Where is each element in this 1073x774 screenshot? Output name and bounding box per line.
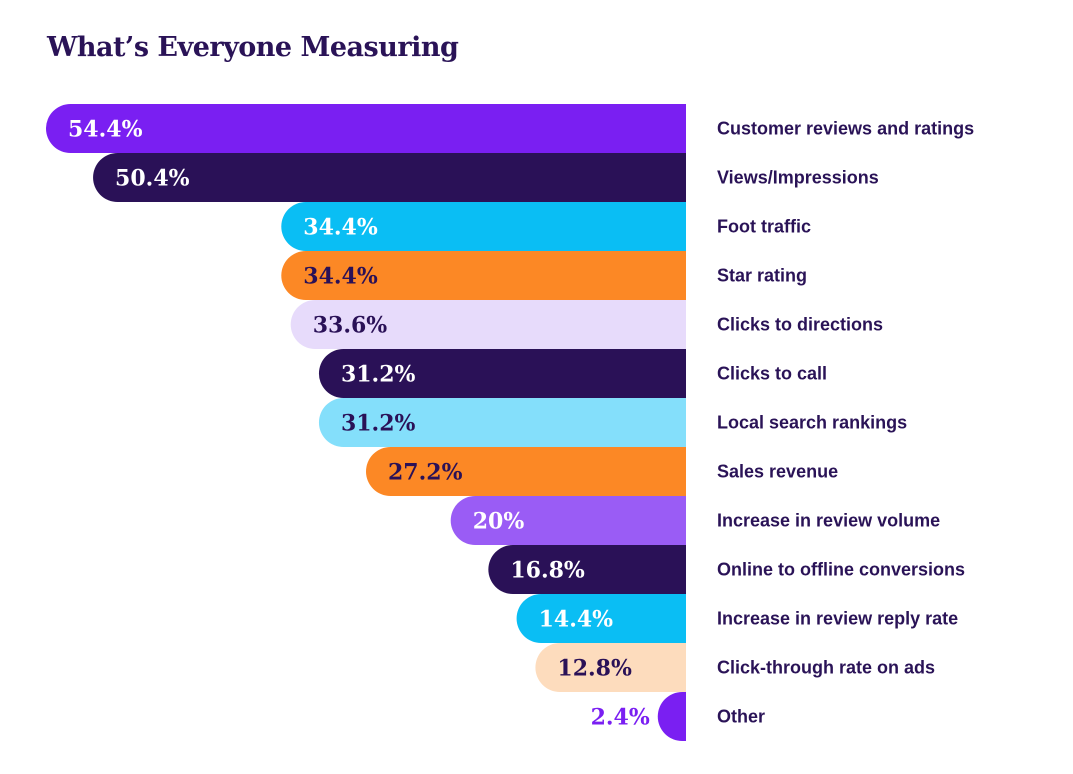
bar-value-label: 34.4% xyxy=(303,264,378,290)
bar-value-label: 31.2% xyxy=(341,362,416,388)
bar-value-label: 31.2% xyxy=(341,411,416,437)
bar-value-label: 16.8% xyxy=(510,558,585,584)
category-label: Clicks to call xyxy=(717,364,827,384)
category-label: Click-through rate on ads xyxy=(717,658,935,678)
category-label: Clicks to directions xyxy=(717,315,883,335)
bar-value-label: 12.8% xyxy=(557,656,632,682)
bars-group: 54.4% Customer reviews and ratings 50.4% Vi… xyxy=(46,104,974,741)
bar xyxy=(318,398,686,447)
category-label: Other xyxy=(717,707,765,727)
bar xyxy=(535,643,686,692)
bar xyxy=(290,300,686,349)
bar xyxy=(366,447,686,496)
bar xyxy=(318,349,686,398)
category-label: Increase in review reply rate xyxy=(717,609,958,629)
bar-value-label: 54.4% xyxy=(68,117,143,143)
bar xyxy=(488,545,686,594)
bar-value-label: 14.4% xyxy=(539,607,614,633)
category-label: Views/Impressions xyxy=(717,168,879,188)
bar-value-label: 50.4% xyxy=(115,166,190,192)
chart-title: What’s Everyone Measuring xyxy=(47,32,459,63)
bar-value-label: 27.2% xyxy=(388,460,463,486)
category-label: Foot traffic xyxy=(717,217,811,237)
category-label: Star rating xyxy=(717,266,807,286)
bar xyxy=(93,153,686,202)
bar xyxy=(450,496,686,545)
bar-value-label: 20% xyxy=(473,509,525,535)
bar-value-label: 33.6% xyxy=(313,313,388,339)
category-label: Online to offline conversions xyxy=(717,560,965,580)
bar xyxy=(516,594,686,643)
category-label: Sales revenue xyxy=(717,462,838,482)
bar xyxy=(281,202,686,251)
category-label: Increase in review volume xyxy=(717,511,940,531)
category-label: Local search rankings xyxy=(717,413,907,433)
bar xyxy=(46,104,686,153)
bar-value-label: 2.4% xyxy=(591,705,650,731)
bar xyxy=(657,692,686,741)
bar-value-label: 34.4% xyxy=(303,215,378,241)
category-label: Customer reviews and ratings xyxy=(717,119,974,139)
bar xyxy=(281,251,686,300)
